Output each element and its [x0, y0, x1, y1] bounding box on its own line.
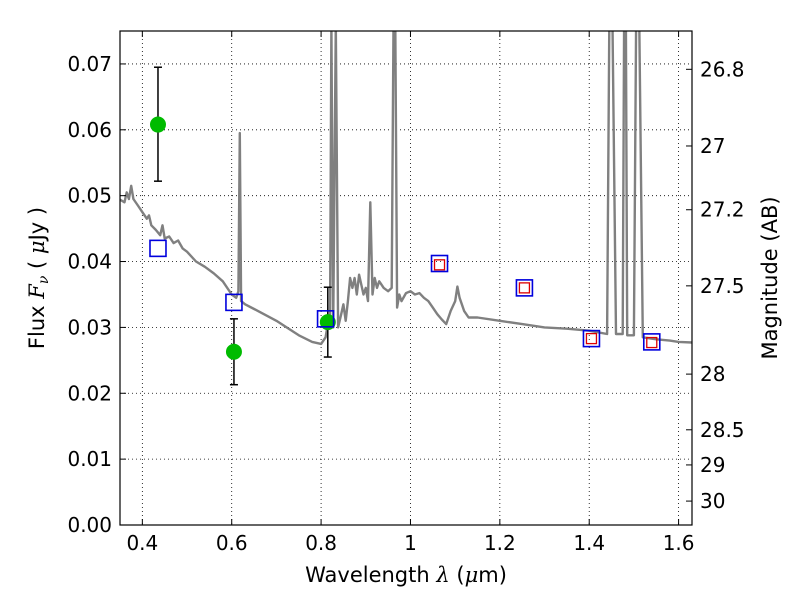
plot-area	[120, 31, 692, 525]
plot-frame	[119, 30, 693, 526]
x-axis-label-unit-open: (	[456, 563, 464, 587]
y-axis-label-space	[25, 299, 49, 306]
y-axis-label-unit-rest: Jy )	[25, 207, 49, 243]
model-photometry-square	[316, 310, 335, 328]
x-axis-label-unit-rest: m)	[478, 563, 507, 587]
y-tick-label: 0.07	[67, 52, 112, 76]
mag-tick-label: 27.5	[700, 274, 745, 298]
mag-tick-label: 26.8	[700, 57, 745, 81]
y-tick-label: 0.05	[67, 184, 112, 208]
mag-tick-label: 28.5	[700, 418, 745, 442]
predicted-flux-square	[433, 259, 446, 271]
y2-axis-label: Magnitude (AB)	[758, 196, 782, 359]
model-photometry-square	[582, 329, 601, 348]
mag-tick-label: 29	[700, 453, 725, 477]
y-tick-label: 0.02	[67, 381, 112, 405]
mag-tick-label: 27.2	[700, 198, 745, 222]
x-axis-label-space	[430, 563, 437, 587]
x-axis-label: Wavelength λ (μm)	[305, 563, 507, 587]
observed-flux-point	[225, 343, 242, 360]
y-tick-label: 0.03	[67, 315, 112, 339]
x-tick-label: 1.4	[573, 531, 605, 555]
y-axis-label-symbol: F	[25, 283, 49, 300]
y-tick-label: 0.04	[67, 250, 112, 274]
predicted-flux-square	[518, 282, 531, 294]
observed-flux-point	[319, 314, 336, 331]
y-axis-label-gap	[25, 269, 49, 276]
markers-layer	[149, 66, 661, 386]
x-axis-label-unit-mu: μ	[465, 563, 479, 587]
predicted-flux-square	[585, 332, 598, 345]
x-tick-label: 0.8	[305, 531, 337, 555]
model-photometry-square	[515, 279, 534, 297]
x-tick-label: 0.4	[126, 531, 158, 555]
predicted-flux-square	[646, 336, 658, 349]
y-axis-label-prefix: Flux	[25, 305, 49, 349]
x-axis-label-symbol: λ	[435, 563, 449, 587]
x-axis-label-gap	[450, 563, 457, 587]
model-spectrum-line	[120, 31, 692, 346]
observed-flux-point	[149, 116, 166, 133]
y-axis-label: Flux Fν ( μJy )	[25, 207, 52, 349]
axis-ticks: 0.4 0.6 0.8 1 1.2 1.4 1.6 0.00 0.01 0.02 0.03 0.04 0…	[67, 31, 745, 555]
model-photometry-square	[642, 333, 661, 351]
x-axis-label-prefix: Wavelength	[305, 563, 430, 587]
model-photometry-square	[149, 239, 167, 258]
y-axis-label-unit-open: (	[25, 261, 49, 269]
y-tick-label: 0.01	[67, 447, 112, 471]
y-axis-label-unit-mu: μ	[25, 240, 49, 254]
x-tick-label: 1.6	[663, 531, 695, 555]
y-axis-label-subscript: ν	[36, 275, 52, 284]
x-tick-label: 1.2	[484, 531, 516, 555]
y-axis-label-gap2	[25, 254, 49, 261]
mag-tick-label: 28	[700, 362, 725, 386]
plot-layer	[120, 31, 692, 346]
y-tick-label: 0.00	[67, 513, 112, 537]
mag-tick-label: 27	[700, 134, 725, 158]
y-tick-label: 0.06	[67, 118, 112, 142]
mag-tick-label: 30	[700, 489, 725, 513]
model-photometry-square	[225, 293, 243, 312]
x-tick-label: 0.6	[216, 531, 248, 555]
x-tick-label: 1	[404, 531, 417, 555]
model-photometry-square	[430, 254, 449, 273]
